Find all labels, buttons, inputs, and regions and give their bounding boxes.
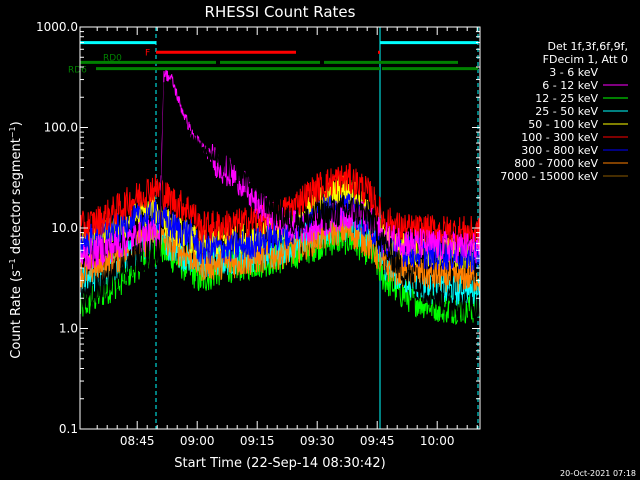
state-bar-label-2: RD0 <box>103 53 122 63</box>
x-tick-label-3: 09:30 <box>300 434 335 448</box>
x-axis-label: Start Time (22-Sep-14 08:30:42) <box>174 456 385 471</box>
legend-label-2: 12 - 25 keV <box>535 92 598 105</box>
legend-label-7: 800 - 7000 keV <box>514 157 598 170</box>
x-tick-label-5: 10:00 <box>420 434 455 448</box>
attenuator-state-bars: F RD0 RD6 <box>68 41 478 76</box>
series-layer <box>80 69 480 325</box>
x-tick-label-2: 09:15 <box>240 434 275 448</box>
y-tick-label-0: 1000.0 <box>36 20 78 34</box>
chart-title: RHESSI Count Rates <box>205 3 356 21</box>
state-bar-label-3: RD6 <box>68 66 87 76</box>
x-tick-label-0: 08:45 <box>120 434 155 448</box>
legend-label-5: 100 - 300 keV <box>521 131 598 144</box>
y-tick-label-2: 10.0 <box>51 221 78 235</box>
legend-label-1: 6 - 12 keV <box>542 79 598 92</box>
y-tick-label-3: 1.0 <box>59 322 78 336</box>
tick-labels: 1000.0 100.0 10.0 1.0 0.1 08:45 09:00 09:15 09:3… <box>36 20 454 448</box>
axes <box>79 26 481 430</box>
legend-header-0: Det 1f,3f,6f,9f, <box>547 40 628 53</box>
legend-label-4: 50 - 100 keV <box>528 118 598 131</box>
legend-label-8: 7000 - 15000 keV <box>500 170 598 183</box>
series-line-6 <box>80 192 480 272</box>
state-bar-label-1: F <box>145 48 150 58</box>
y-tick-label-4: 0.1 <box>59 422 78 436</box>
x-tick-label-4: 09:45 <box>360 434 395 448</box>
series-line-0 <box>80 82 480 323</box>
y-axis-label: Count Rate (s−1 detector segment−1) <box>8 121 24 358</box>
legend-header-1: FDecim 1, Att 0 <box>543 53 628 66</box>
legend-label-6: 300 - 800 keV <box>521 144 598 157</box>
footer-timestamp: 20-Oct-2021 07:18 <box>560 469 636 478</box>
legend-label-3: 25 - 50 keV <box>535 105 598 118</box>
legend-label-0: 3 - 6 keV <box>549 66 598 79</box>
legend: Det 1f,3f,6f,9f,FDecim 1, Att 03 - 6 keV… <box>500 40 628 183</box>
x-tick-label-1: 09:00 <box>180 434 215 448</box>
y-tick-label-1: 100.0 <box>44 121 78 135</box>
